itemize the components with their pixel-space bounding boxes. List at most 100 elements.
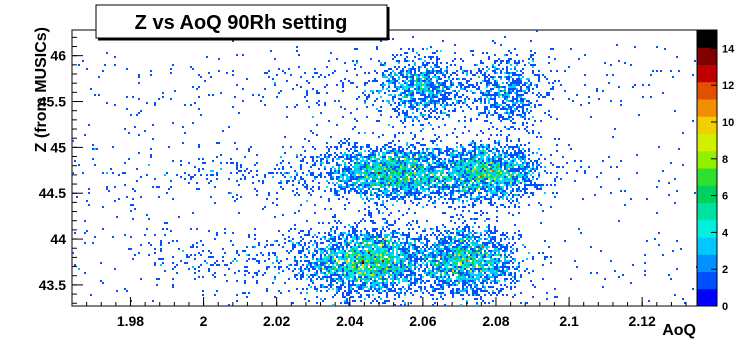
heatmap-cell xyxy=(140,110,142,112)
heatmap-cell xyxy=(426,80,428,82)
heatmap-cell xyxy=(512,78,514,80)
heatmap-cell xyxy=(226,72,228,74)
heatmap-cell xyxy=(296,156,298,158)
heatmap-cell xyxy=(382,190,384,192)
heatmap-cell xyxy=(432,98,434,100)
heatmap-cell xyxy=(404,114,406,116)
heatmap-cell xyxy=(366,146,368,148)
heatmap-cell xyxy=(446,154,448,156)
heatmap-cell xyxy=(474,92,476,94)
heatmap-cell xyxy=(326,240,328,242)
heatmap-cell xyxy=(384,240,386,242)
heatmap-cell xyxy=(448,192,450,194)
heatmap-cell xyxy=(502,100,504,102)
heatmap-cell xyxy=(450,156,452,158)
heatmap-cell xyxy=(334,188,336,190)
heatmap-cell xyxy=(112,236,114,238)
heatmap-cell xyxy=(230,240,232,242)
heatmap-cell xyxy=(462,186,464,188)
heatmap-cell xyxy=(320,176,322,178)
heatmap-cell xyxy=(464,192,466,194)
heatmap-cell xyxy=(352,250,354,252)
heatmap-cell xyxy=(374,230,376,232)
heatmap-cell xyxy=(460,246,462,248)
heatmap-cell xyxy=(550,70,552,72)
heatmap-cell xyxy=(486,108,488,110)
heatmap-cell xyxy=(422,246,424,248)
heatmap-cell xyxy=(508,238,510,240)
heatmap-cell xyxy=(424,76,426,78)
heatmap-cell xyxy=(538,188,540,190)
heatmap-cell xyxy=(430,140,432,142)
heatmap-cell xyxy=(432,70,434,72)
heatmap-cell xyxy=(526,174,528,176)
heatmap-cell xyxy=(310,172,312,174)
heatmap-cell xyxy=(376,250,378,252)
heatmap-cell xyxy=(248,148,250,150)
heatmap-cell xyxy=(218,58,220,60)
heatmap-cell xyxy=(548,246,550,248)
heatmap-cell xyxy=(488,156,490,158)
heatmap-cell xyxy=(198,170,200,172)
heatmap-cell xyxy=(478,198,480,200)
heatmap-cell xyxy=(382,182,384,184)
heatmap-cell xyxy=(482,160,484,162)
heatmap-cell xyxy=(324,102,326,104)
heatmap-cell xyxy=(482,176,484,178)
heatmap-cell xyxy=(502,164,504,166)
heatmap-cell xyxy=(516,98,518,100)
heatmap-cell xyxy=(442,72,444,74)
heatmap-cell xyxy=(358,184,360,186)
heatmap-cell xyxy=(436,76,438,78)
heatmap-cell xyxy=(408,146,410,148)
heatmap-cell xyxy=(412,146,414,148)
heatmap-cell xyxy=(304,156,306,158)
heatmap-cell xyxy=(446,202,448,204)
heatmap-cell xyxy=(268,194,270,196)
heatmap-cell xyxy=(310,240,312,242)
heatmap-cell xyxy=(450,152,452,154)
heatmap-cell xyxy=(518,212,520,214)
heatmap-cell xyxy=(490,196,492,198)
heatmap-cell xyxy=(438,230,440,232)
heatmap-cell xyxy=(344,108,346,110)
heatmap-cell xyxy=(354,68,356,70)
heatmap-cell xyxy=(354,232,356,234)
heatmap-cell xyxy=(410,104,412,106)
heatmap-cell xyxy=(382,226,384,228)
heatmap-cell xyxy=(440,180,442,182)
heatmap-cell xyxy=(436,138,438,140)
heatmap-cell xyxy=(488,150,490,152)
heatmap-cell xyxy=(370,216,372,218)
heatmap-cell xyxy=(420,158,422,160)
heatmap-cell xyxy=(468,226,470,228)
heatmap-cell xyxy=(286,182,288,184)
heatmap-cell xyxy=(436,170,438,172)
heatmap-cell xyxy=(362,172,364,174)
heatmap-cell xyxy=(386,144,388,146)
heatmap-cell xyxy=(370,186,372,188)
heatmap-cell xyxy=(528,172,530,174)
heatmap-cell xyxy=(352,166,354,168)
heatmap-cell xyxy=(454,160,456,162)
heatmap-cell xyxy=(484,190,486,192)
heatmap-cell xyxy=(506,98,508,100)
heatmap-cell xyxy=(156,186,158,188)
heatmap-cell xyxy=(476,196,478,198)
heatmap-cell xyxy=(474,184,476,186)
heatmap-cell xyxy=(512,82,514,84)
heatmap-cell xyxy=(466,74,468,76)
heatmap-cell xyxy=(392,160,394,162)
heatmap-cell xyxy=(476,250,478,252)
heatmap-cell xyxy=(342,180,344,182)
heatmap-cell xyxy=(152,124,154,126)
heatmap-cell xyxy=(540,154,542,156)
heatmap-cell xyxy=(264,246,266,248)
heatmap-cell xyxy=(402,154,404,156)
heatmap-cell xyxy=(482,166,484,168)
heatmap-cell xyxy=(530,168,532,170)
heatmap-cell xyxy=(464,188,466,190)
heatmap-cell xyxy=(132,96,134,98)
heatmap-cell xyxy=(200,240,202,242)
heatmap-cell xyxy=(192,246,194,248)
